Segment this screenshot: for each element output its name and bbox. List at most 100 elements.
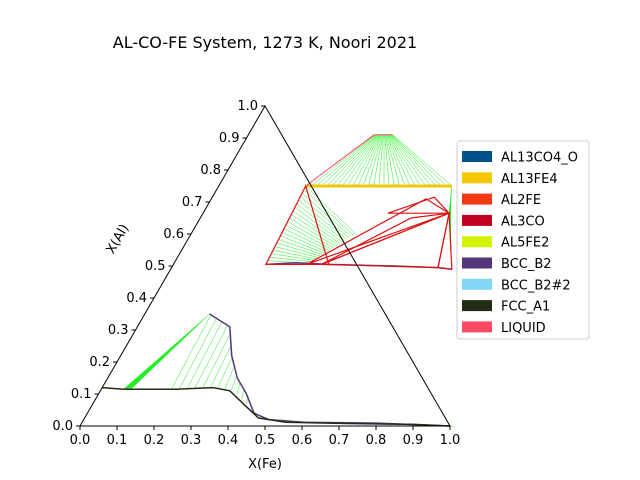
tieline bbox=[387, 134, 416, 187]
tieline bbox=[347, 134, 380, 187]
tieline bbox=[342, 134, 379, 187]
legend-swatch bbox=[462, 193, 492, 205]
tieline bbox=[217, 356, 233, 388]
tieline bbox=[326, 134, 377, 187]
tieline bbox=[202, 333, 231, 389]
legend-swatch bbox=[462, 151, 492, 162]
tieline bbox=[236, 382, 241, 395]
legend-label: AL3CO bbox=[501, 214, 545, 229]
tieline bbox=[391, 134, 442, 187]
tieline bbox=[388, 134, 421, 187]
legend-swatch bbox=[462, 321, 492, 333]
tieline bbox=[278, 239, 323, 255]
tieline bbox=[362, 134, 382, 187]
legend-swatch bbox=[462, 172, 492, 184]
legend-label: AL13CO4_O bbox=[501, 151, 578, 166]
y-axis-label: X(Al) bbox=[104, 222, 133, 257]
tieline bbox=[310, 134, 375, 187]
tieline bbox=[385, 134, 400, 187]
y-tick-label: 0.8 bbox=[200, 163, 221, 178]
tieline bbox=[271, 253, 314, 261]
tieline-group-lower bbox=[123, 313, 454, 427]
tieline bbox=[389, 134, 432, 187]
chart-title: AL-CO-FE System, 1273 K, Noori 2021 bbox=[113, 33, 417, 52]
tieline bbox=[305, 185, 356, 234]
y-axis-ticks: 0.0 0.1 0.2 0.3 0.4 0.5 0.6 0.7 0.8 0.9 1.0 bbox=[52, 99, 265, 434]
tieline bbox=[274, 246, 318, 258]
fcc-a1-boundary bbox=[102, 386, 124, 390]
y-tick-label: 0.5 bbox=[145, 259, 166, 274]
bcc-b2-upper-boundary bbox=[209, 313, 451, 427]
tieline bbox=[386, 134, 406, 187]
tieline bbox=[368, 134, 383, 187]
tieline bbox=[289, 217, 336, 247]
x-tick-label: 0.2 bbox=[144, 433, 165, 448]
tieline bbox=[171, 314, 212, 390]
legend-label: AL2FE bbox=[501, 193, 541, 208]
tieline bbox=[321, 134, 377, 187]
tieline bbox=[292, 210, 341, 244]
legend-swatch bbox=[462, 278, 492, 290]
tieline bbox=[280, 235, 325, 254]
legend-label: FCC_A1 bbox=[501, 300, 550, 315]
tieline bbox=[287, 221, 334, 248]
bcc-b2-lower-boundary bbox=[123, 386, 451, 427]
tieline bbox=[331, 134, 378, 187]
tieline bbox=[357, 134, 381, 187]
tieline bbox=[378, 134, 384, 187]
tieline bbox=[273, 249, 316, 260]
three-phase-triangle bbox=[264, 184, 330, 265]
tieline bbox=[210, 345, 232, 388]
tieline bbox=[282, 232, 327, 253]
tieline bbox=[391, 134, 447, 187]
tieline bbox=[300, 196, 349, 239]
tieline bbox=[384, 134, 390, 187]
x-tick-label: 0.3 bbox=[181, 433, 202, 448]
tieline bbox=[390, 134, 437, 187]
tieline bbox=[389, 134, 426, 187]
x-tick-label: 1.0 bbox=[440, 433, 461, 448]
x-tick-label: 0.0 bbox=[70, 433, 91, 448]
legend-label: AL5FE2 bbox=[501, 236, 549, 251]
x-tick-label: 0.8 bbox=[366, 433, 387, 448]
tieline bbox=[130, 313, 210, 390]
y-tick-label: 0.1 bbox=[71, 387, 92, 402]
tieline bbox=[336, 134, 379, 187]
tieline bbox=[276, 242, 321, 257]
tieline bbox=[387, 134, 411, 187]
x-tick-label: 0.4 bbox=[218, 433, 239, 448]
x-axis-ticks: 0.0 0.1 0.2 0.3 0.4 0.5 0.6 0.7 0.8 0.9 1.0 bbox=[70, 426, 461, 448]
three-phase-triangle bbox=[387, 196, 451, 214]
y-tick-label: 0.3 bbox=[108, 323, 129, 338]
y-tick-label: 0.6 bbox=[163, 227, 184, 242]
legend-label: BCC_B2#2 bbox=[501, 278, 571, 293]
three-phase-regions bbox=[264, 184, 453, 270]
x-tick-label: 0.6 bbox=[292, 433, 313, 448]
tieline bbox=[269, 257, 312, 262]
tieline bbox=[392, 134, 453, 187]
tieline bbox=[303, 189, 354, 236]
three-phase-triangle bbox=[306, 198, 451, 265]
tieline bbox=[231, 375, 237, 391]
x-axis-label: X(Fe) bbox=[248, 457, 282, 472]
tieline bbox=[224, 366, 235, 390]
tieline bbox=[178, 318, 217, 390]
legend-swatch bbox=[462, 257, 492, 269]
legend-label: BCC_B2 bbox=[501, 257, 552, 272]
plot-area bbox=[79, 105, 454, 427]
tieline bbox=[283, 228, 329, 251]
legend-swatch bbox=[462, 214, 492, 226]
tieline bbox=[373, 134, 383, 187]
tieline bbox=[294, 207, 343, 243]
y-tick-label: 0.4 bbox=[126, 291, 147, 306]
y-tick-label: 0.0 bbox=[52, 419, 73, 434]
legend-swatch bbox=[462, 236, 492, 248]
y-tick-label: 0.2 bbox=[89, 355, 110, 370]
three-phase-triangle bbox=[437, 213, 453, 270]
tieline bbox=[352, 134, 381, 187]
legend: AL13CO4_O AL13FE4 AL2FE AL3CO AL5FE2 BCC_B2 BC… bbox=[456, 140, 590, 340]
legend-swatch bbox=[462, 300, 492, 312]
y-tick-label: 1.0 bbox=[237, 99, 258, 114]
tieline bbox=[315, 134, 376, 187]
